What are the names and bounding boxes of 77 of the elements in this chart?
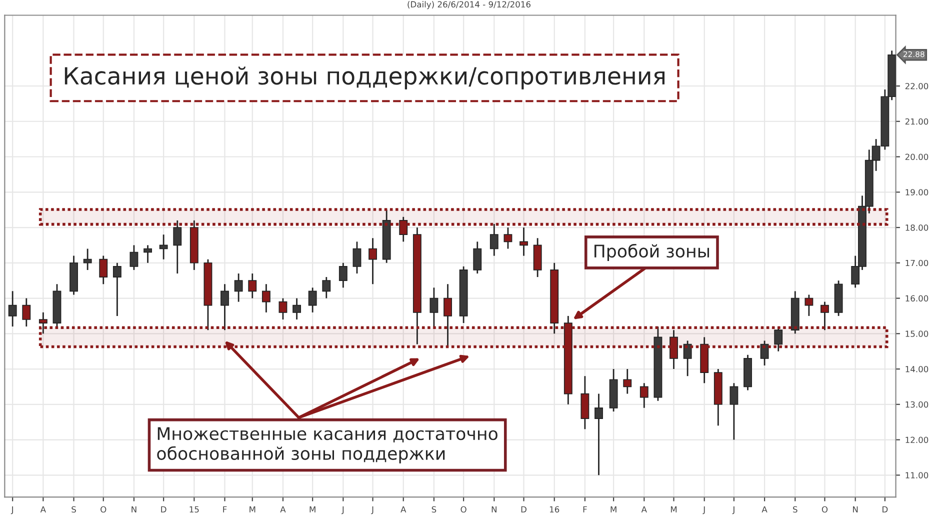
x-tick-label: J	[10, 506, 13, 514]
y-tick-label: 17.00	[906, 260, 928, 266]
candlestick	[473, 240, 482, 274]
y-tick-label: 18.00	[906, 224, 928, 231]
candlestick	[248, 272, 257, 299]
candlestick	[234, 272, 243, 302]
x-tick-label: D	[521, 506, 526, 512]
x-tick-label: 15	[190, 506, 199, 513]
x-tick-label: J	[342, 506, 344, 514]
candlestick	[368, 237, 377, 285]
x-tick-label: O	[460, 506, 466, 513]
x-tick-label: A	[641, 506, 647, 512]
candlestick	[804, 294, 814, 317]
candlestick	[130, 244, 138, 271]
candlestick	[262, 283, 270, 314]
candlestick	[338, 262, 348, 288]
y-tick-label: 14.00	[906, 366, 928, 372]
x-tick-label: A	[400, 506, 406, 512]
candlestick	[322, 276, 331, 299]
candlestick	[490, 223, 498, 257]
x-tick-label: A	[280, 506, 286, 512]
candlestick	[83, 248, 92, 271]
x-tick-label: 16	[550, 506, 560, 513]
candlestick	[22, 298, 31, 328]
y-tick-label: 12.00	[906, 436, 928, 444]
x-tick-label: A	[40, 506, 46, 512]
candlestick	[730, 382, 738, 440]
candlestick	[112, 262, 122, 317]
x-tick-label: O	[822, 506, 828, 513]
x-tick-label: M	[310, 506, 316, 512]
candlestick	[99, 255, 108, 285]
y-tick-label: 20.00	[905, 154, 928, 160]
y-tick-label: 13.00	[906, 401, 928, 408]
y-tick-label: 19.00	[906, 189, 928, 196]
y-tick-label: 22.00	[905, 82, 928, 90]
y-tick-label: 11.00	[906, 472, 928, 478]
candlestick	[594, 393, 603, 476]
x-tick-label: M	[670, 506, 677, 512]
x-tick-label: F	[223, 506, 227, 512]
candlestick	[504, 226, 512, 250]
annotation: Пробой зоны	[594, 244, 710, 261]
candlestick	[292, 298, 302, 320]
x-tick-label: S	[432, 506, 436, 513]
candlestick	[220, 283, 229, 331]
candlestick	[352, 240, 362, 274]
x-tick-label: S	[793, 506, 798, 513]
candlestick	[623, 368, 632, 394]
x-tick-label: N	[853, 506, 858, 512]
x-tick-label: D	[882, 506, 888, 512]
candlestick	[640, 382, 648, 409]
x-tick-label: A	[762, 506, 768, 512]
candlestick	[144, 244, 152, 264]
candlestick	[159, 234, 168, 260]
chart-title: (Daily) 26/6/2014 - 9/12/2016	[408, 1, 530, 10]
text: Касания ценой зоны поддержки/сопротивления	[64, 66, 664, 90]
candlestick	[173, 220, 182, 274]
x-tick-label: N	[132, 506, 136, 512]
annotation: Множественные касания достаточно обоснованной зоны поддержки	[157, 427, 498, 464]
candlestick	[8, 290, 17, 328]
y-tick-label: 21.00	[905, 118, 928, 125]
x-tick-label: M	[250, 506, 256, 512]
candlestick	[430, 286, 438, 328]
x-tick-label: J	[732, 506, 734, 514]
x-tick-label: N	[492, 506, 496, 512]
x-tick-label: M	[610, 506, 616, 512]
candlestick	[520, 226, 528, 257]
x-tick-label: S	[72, 506, 76, 513]
x-tick-label: O	[100, 506, 106, 513]
x-tick-label: D	[161, 506, 166, 512]
x-tick-label: J	[702, 506, 705, 514]
candlestick	[683, 340, 692, 377]
y-tick-label: 15.00	[906, 330, 928, 337]
candlestick	[308, 286, 317, 314]
x-tick-label: F	[583, 506, 587, 512]
x-tick-label: J	[371, 506, 374, 514]
candlestick	[278, 298, 288, 320]
y-tick-label: 16.00	[906, 295, 928, 302]
